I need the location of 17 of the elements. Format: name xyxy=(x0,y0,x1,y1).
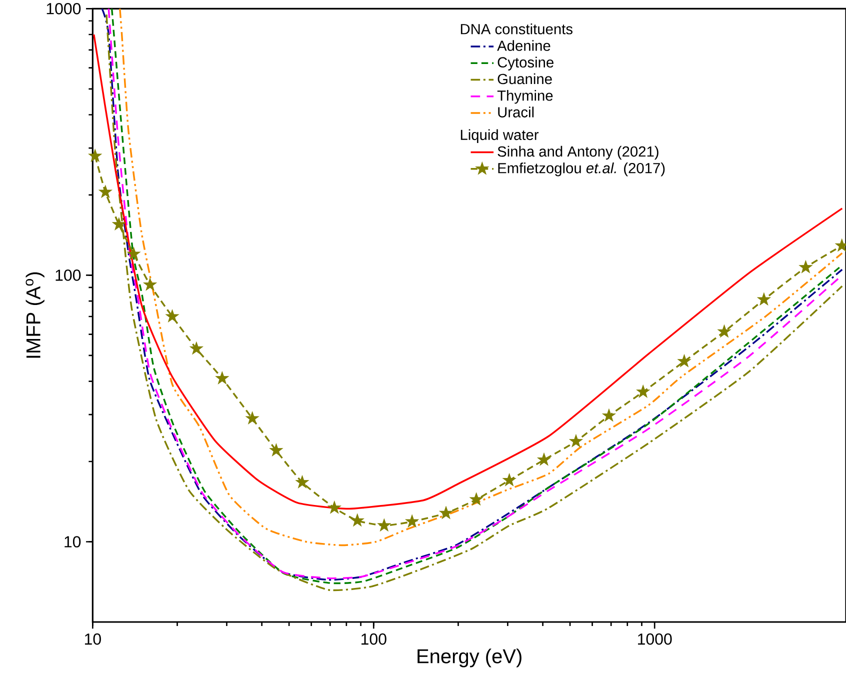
legend-label: Thymine xyxy=(497,90,553,104)
legend-label: Emfietzoglou et.al. (2017) xyxy=(498,162,665,176)
annotation: Liquid water xyxy=(460,129,539,143)
y-axis-title: IMFP (A$^{o}$) xyxy=(26,272,44,358)
legend-label: Guanine xyxy=(498,73,552,84)
legend-label: Cytosine xyxy=(498,56,554,70)
legend-label: Adenine xyxy=(497,40,550,51)
legend-label: Sinha and Antony (2021) xyxy=(498,146,658,160)
y-tick-label: 10 xyxy=(64,536,81,548)
x-tick-label: 10 xyxy=(84,633,101,645)
x-axis-title: Energy (eV) xyxy=(418,648,522,668)
x-tick-label: 1000 xyxy=(638,633,672,645)
legend-title: DNA constituents xyxy=(460,24,572,34)
legend-label: Uracil xyxy=(498,106,534,118)
y-tick-label: 100 xyxy=(56,270,81,281)
x-tick-label: 100 xyxy=(362,633,386,645)
y-tick-label: 1000 xyxy=(46,3,81,14)
